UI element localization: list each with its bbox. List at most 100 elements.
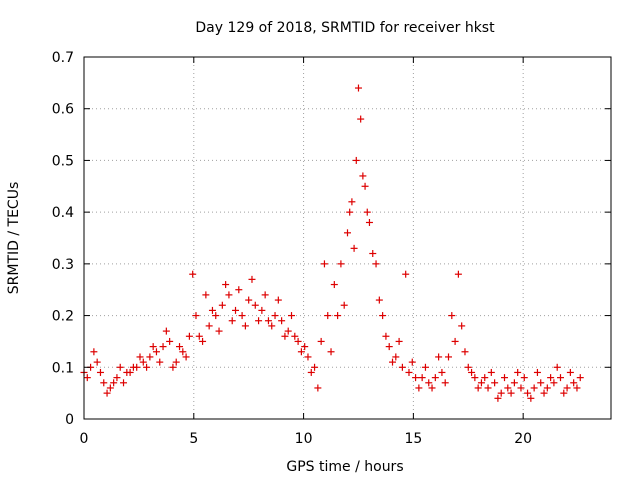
data-point [563, 384, 571, 392]
data-point [576, 374, 584, 382]
data-point [392, 353, 400, 361]
data-point [501, 374, 509, 382]
data-point [507, 389, 515, 397]
grid [84, 57, 611, 419]
data-point [415, 384, 423, 392]
data-point [235, 286, 243, 294]
data-point [348, 198, 356, 206]
data-point [484, 384, 492, 392]
data-point [162, 327, 170, 335]
data-point [245, 296, 253, 304]
data-point [524, 389, 532, 397]
data-point [156, 358, 164, 366]
data-point [474, 384, 482, 392]
data-point [208, 306, 216, 314]
data-point [553, 363, 561, 371]
data-point [428, 384, 436, 392]
data-point [359, 172, 367, 180]
data-point [166, 337, 174, 345]
data-point [307, 368, 315, 376]
data-point [517, 384, 525, 392]
data-point [438, 368, 446, 376]
data-point [540, 389, 548, 397]
data-point [93, 358, 101, 366]
data-point [530, 384, 538, 392]
data-point [471, 374, 479, 382]
data-point [537, 379, 545, 387]
data-point [382, 332, 390, 340]
data-point [182, 353, 190, 361]
data-point [324, 312, 332, 320]
data-point [83, 374, 91, 382]
data-point [379, 312, 387, 320]
data-point [271, 312, 279, 320]
data-point [464, 363, 472, 371]
data-point [533, 368, 541, 376]
x-tick-label: 10 [295, 431, 313, 447]
data-point [327, 348, 335, 356]
data-point [573, 384, 581, 392]
data-point [232, 306, 240, 314]
data-point [408, 358, 416, 366]
data-point [543, 384, 551, 392]
y-tick-label: 0.4 [52, 205, 74, 221]
x-tick-label: 15 [404, 431, 422, 447]
data-point [402, 270, 410, 278]
data-point [294, 337, 302, 345]
y-tick-label: 0.7 [52, 50, 74, 66]
x-tick-label: 20 [514, 431, 532, 447]
data-point [268, 322, 276, 330]
data-point [510, 379, 518, 387]
data-point [570, 379, 578, 387]
data-point [205, 322, 213, 330]
data-point [454, 270, 462, 278]
data-point [264, 317, 272, 325]
data-point [346, 208, 354, 216]
data-point [139, 358, 147, 366]
data-point [421, 363, 429, 371]
data-point [389, 358, 397, 366]
data-point [566, 368, 574, 376]
data-point [192, 312, 200, 320]
data-point [395, 337, 403, 345]
data-point [425, 379, 433, 387]
data-point [350, 244, 358, 252]
plot-frame [83, 56, 612, 420]
data-point [222, 281, 230, 289]
data-point [461, 348, 469, 356]
data-point [297, 348, 305, 356]
data-point [385, 343, 393, 351]
data-point [431, 374, 439, 382]
data-point [255, 317, 263, 325]
data-point [120, 379, 128, 387]
tick-labels: 0 5 10 15 20 0 0.1 0.2 0.3 0.4 0.5 0.6 0.7 [52, 50, 532, 447]
data-point [468, 368, 476, 376]
data-point [344, 229, 351, 237]
data-point [241, 322, 249, 330]
data-point [372, 260, 380, 268]
data-point [106, 384, 114, 392]
y-axis-label: SRMTID / TECUs [6, 182, 22, 295]
data-point [136, 353, 144, 361]
data-point [435, 353, 443, 361]
data-point [238, 312, 246, 320]
data-point [487, 368, 495, 376]
data-point [547, 374, 555, 382]
data-point [129, 363, 137, 371]
data-point [113, 374, 121, 382]
data-point [172, 358, 180, 366]
y-tick-label: 0.3 [52, 257, 74, 273]
data-point [152, 348, 160, 356]
data-point [317, 337, 325, 345]
data-point [556, 374, 564, 382]
data-point [169, 363, 177, 371]
data-point [550, 379, 558, 387]
data-point [354, 84, 362, 92]
data-point [215, 327, 223, 335]
data-point [514, 368, 522, 376]
data-point [304, 353, 312, 361]
data-point [176, 343, 184, 351]
data-point [445, 353, 453, 361]
data-point [334, 312, 342, 320]
data-point [361, 182, 369, 190]
